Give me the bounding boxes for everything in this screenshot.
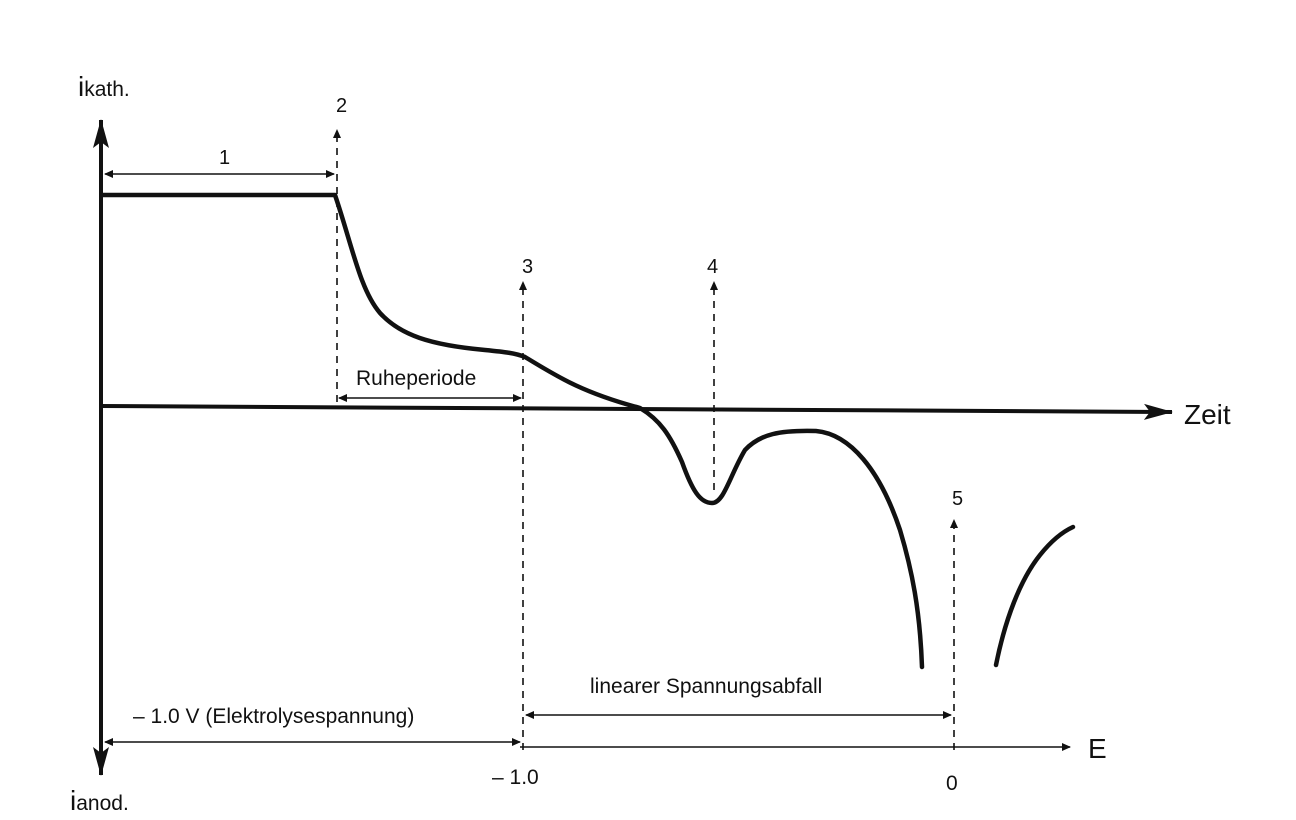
marker-label-1: 1 <box>219 147 230 169</box>
current-curve-anodic <box>993 524 1076 668</box>
marker-label-3: 3 <box>522 256 533 278</box>
current-curve <box>100 192 925 670</box>
marker-label-4: 4 <box>707 256 718 278</box>
marker-label-2: 2 <box>336 95 347 117</box>
potential-tick-minus-one: – 1.0 <box>492 766 539 789</box>
linear-drop-label: linearer Spannungsabfall <box>590 675 822 698</box>
y-axis-bottom-label: ianod. <box>70 785 129 816</box>
y-axis-top-label: ikath. <box>78 71 130 102</box>
marker-label-5: 5 <box>952 488 963 510</box>
electrolysis-voltage-label: – 1.0 V (Elektrolysespannung) <box>133 705 414 728</box>
rest-period-label: Ruheperiode <box>356 367 476 390</box>
potential-axis-label: E <box>1088 733 1107 764</box>
time-axis-label: Zeit <box>1184 399 1231 430</box>
potential-tick-zero: 0 <box>946 772 958 795</box>
